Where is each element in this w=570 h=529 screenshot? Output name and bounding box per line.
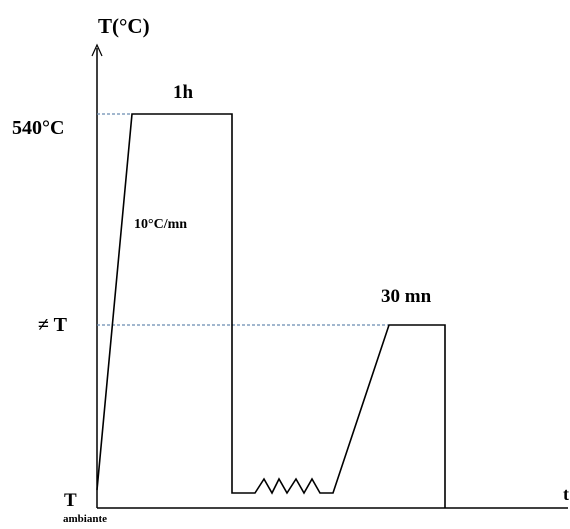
y-axis-arrow <box>91 43 103 57</box>
time-axis-label: t <box>563 484 569 504</box>
temp-ambient-sub-label: ambiante <box>63 513 107 525</box>
temperature-profile <box>96 113 446 508</box>
temp-ambient-label: T <box>64 490 77 511</box>
y-axis-label: T(°C) <box>98 14 150 38</box>
hold-30mn-label: 30 mn <box>381 286 432 307</box>
temp-540-label: 540°C <box>12 117 65 139</box>
temp-mid-label: ≠ T <box>38 314 67 336</box>
hold-1h-label: 1h <box>173 82 194 103</box>
heating-rate-label: 10°C/mn <box>134 217 188 232</box>
